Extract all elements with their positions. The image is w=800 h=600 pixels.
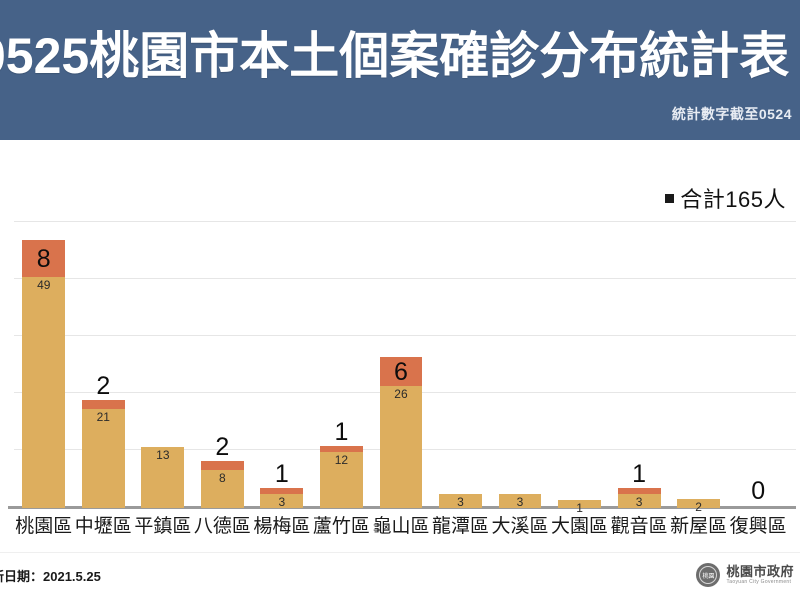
chart-legend: 合計165人 [665,182,786,214]
bar-new-cases-value: 1 [632,459,647,488]
bar-total-value: 12 [334,452,349,467]
bar-total-value: 26 [394,386,408,401]
header-banner: 0525桃園市本土個案確診分布統計表 統計數字截至0524 [0,0,800,140]
bar-segment-total-cases[interactable]: 8 [200,470,244,508]
bar-total-value: 21 [96,410,110,425]
x-axis-label: 龜山區 [372,516,430,537]
stacked-bar[interactable]: 3 [439,493,482,509]
x-axis-label: 大園區 [551,516,609,537]
stacked-bar[interactable]: 13 [141,446,185,508]
bar-segment-new-cases[interactable]: 8 [22,239,66,278]
bar-total-value: 8 [219,471,226,486]
footer-update-date: 更新日期：2021.5.25 [0,569,101,584]
stacked-bar[interactable]: 8 49 [22,239,66,508]
stacked-bar[interactable]: 1 [558,500,601,515]
bar-total-value: 3 [635,494,643,509]
bar-new-cases-value: 2 [215,432,230,461]
x-axis-label: 龍潭區 [431,516,489,537]
stacked-bar[interactable]: 3 [498,493,542,509]
footer-divider [0,552,800,553]
chart-x-axis-labels: 桃園區 中壢區 平鎮區 八德區 楊梅區 蘆竹區 龜山區 龍潭區 大溪區 大園區 觀音區 新屋區 復興區 [0,512,800,544]
footer: 更新日期：2021.5.25 桃園 桃園市政府 Taoyuan City Gov… [0,552,800,600]
bar-total-value: 1 [576,501,583,515]
bar-column[interactable]: 8 49 [14,221,74,508]
x-axis-label: 桃園區 [15,516,73,537]
bar-total-value: 13 [156,447,170,462]
bar-segment-new-cases[interactable]: 2 [200,434,244,471]
x-axis-label: 中壢區 [74,516,132,537]
bar-segment-total-cases[interactable]: 13 [141,446,185,508]
bar-segment-total-cases[interactable]: 12 [319,451,363,508]
bar-column[interactable]: 2 [669,221,729,514]
bar-segment-new-cases[interactable]: 2 [81,373,125,410]
bar-new-cases-value: 2 [96,371,111,400]
bar-segment-total-cases[interactable]: 3 [498,493,542,509]
x-axis-label: 平鎮區 [134,516,192,537]
bar-segment-total-cases[interactable]: 26 [379,385,423,508]
x-axis-label: 八德區 [193,516,251,537]
brand-text-block: 桃園市政府 Taoyuan City Government [726,565,794,585]
x-axis-label: 新屋區 [670,516,728,537]
legend-total-label: 合計165人 [680,187,786,212]
bar-total-value: 3 [278,494,286,509]
bar-segment-total-cases[interactable]: 1 [558,500,601,515]
bar-segment-total-cases[interactable]: 3 [617,493,661,509]
bar-column[interactable]: 1 [550,221,610,515]
brand-name-en: Taoyuan City Government [726,579,792,585]
bar-new-cases-value: 1 [334,417,349,446]
stacked-bar[interactable]: 1 12 [319,419,363,508]
city-seal-icon: 桃園 [696,563,721,587]
bar-total-value: 49 [37,278,51,293]
legend-swatch-icon [665,193,675,203]
bar-column[interactable]: 13 [133,221,193,508]
bar-new-cases-value: 1 [274,459,289,488]
bar-segment-new-cases[interactable]: 6 [379,357,423,386]
chart-plot-area: 8 49 2 21 13 2 8 1 3 1 12 6 26 3 3 1 1 3 2 0 [0,221,800,515]
x-axis-label: 復興區 [729,516,787,537]
stacked-bar[interactable]: 6 26 [379,357,423,508]
city-seal-text: 桃園 [702,573,715,580]
bar-new-cases-value: 6 [393,357,408,386]
bar-column[interactable]: 3 [490,221,550,509]
bar-total-value: 3 [516,494,524,509]
bar-zero-value: 0 [751,477,766,505]
x-axis-label: 觀音區 [610,516,668,537]
bar-segment-total-cases[interactable]: 3 [260,493,304,509]
government-logo: 桃園 桃園市政府 Taoyuan City Government [696,563,794,587]
gridline [14,335,796,336]
brand-name-cn: 桃園市政府 [726,564,794,579]
bar-segment-total-cases[interactable]: 3 [439,493,482,509]
bar-column[interactable]: 1 12 [312,221,372,508]
bar-column[interactable]: 0 [728,221,788,508]
bar-segment-total-cases[interactable]: 2 [677,498,721,514]
bar-total-value: 3 [457,494,464,509]
bar-segment-total-cases[interactable]: 49 [22,277,66,508]
stacked-bar[interactable]: 2 [677,498,721,514]
page-title: 0525桃園市本土個案確診分布統計表 [0,28,790,84]
bar-chart: 8 49 2 21 13 2 8 1 3 1 12 6 26 3 3 1 1 3 2 0 [0,221,800,515]
stacked-bar[interactable]: 2 21 [81,373,125,508]
x-axis-label: 楊梅區 [253,516,311,537]
x-axis-label: 大溪區 [491,516,549,537]
header-subtitle: 統計數字截至0524 [671,106,792,122]
gridline [14,221,796,222]
bar-segment-total-cases[interactable]: 21 [81,409,125,508]
x-axis-label: 蘆竹區 [312,516,370,537]
bar-column[interactable]: 3 [431,221,491,509]
bar-new-cases-value: 8 [36,244,51,273]
gridline [14,278,796,279]
bar-column[interactable]: 2 21 [74,221,134,508]
bar-column[interactable]: 6 26 [371,221,431,508]
bar-total-value: 2 [695,499,702,514]
